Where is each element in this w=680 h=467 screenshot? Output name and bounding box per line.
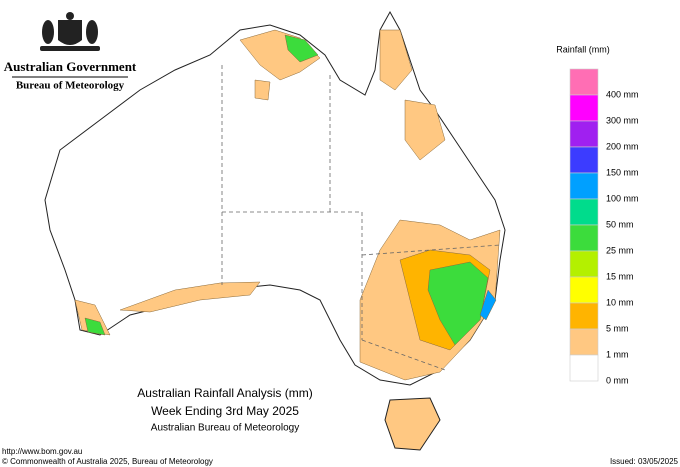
legend-label: 5 mm: [606, 323, 629, 333]
legend-label: 10 mm: [606, 297, 634, 307]
legend-label: 400 mm: [606, 89, 639, 99]
legend-label: 1 mm: [606, 349, 629, 359]
legend-title: Rainfall (mm): [556, 44, 610, 54]
legend-swatch: [569, 146, 599, 174]
legend-label: 15 mm: [606, 271, 634, 281]
legend-label: 300 mm: [606, 115, 639, 125]
legend-label: 25 mm: [606, 245, 634, 255]
legend-label: 150 mm: [606, 167, 639, 177]
footer-issued: Issued: 03/05/2025: [610, 457, 679, 466]
map-source: Australian Bureau of Meteorology: [151, 423, 299, 434]
legend-swatch: [569, 172, 599, 200]
legend-swatch: [569, 276, 599, 304]
legend-swatch: [569, 302, 599, 330]
state-borders: [221, 65, 501, 371]
legend-swatch: [569, 198, 599, 226]
legend-label: 200 mm: [606, 141, 639, 151]
coat-of-arms: [40, 12, 100, 51]
rainfall-areas: [74, 29, 501, 381]
legend-swatch: [569, 94, 599, 122]
legend-label: 0 mm: [606, 375, 629, 385]
legend-label: 50 mm: [606, 219, 634, 229]
legend-swatch: [569, 250, 599, 278]
legend-swatch: [569, 224, 599, 252]
government-name: Australian Government: [4, 59, 137, 74]
legend: Rainfall (mm) 400 mm 300 mm 200 mm 150 mm 10…: [556, 44, 638, 385]
footer-copyright: © Commonwealth of Australia 2025, Bureau…: [2, 457, 213, 466]
agency-name: Bureau of Meteorology: [16, 80, 125, 92]
legend-swatch: [569, 68, 599, 96]
legend-swatch: [569, 354, 599, 382]
footer-url: http://www.bom.gov.au: [2, 447, 82, 456]
map-title: Australian Rainfall Analysis (mm): [137, 386, 312, 400]
tasmania: [384, 397, 441, 451]
legend-swatch: [569, 120, 599, 148]
legend-label: 100 mm: [606, 193, 639, 203]
map-subtitle: Week Ending 3rd May 2025: [151, 404, 299, 418]
legend-swatch: [569, 328, 599, 356]
